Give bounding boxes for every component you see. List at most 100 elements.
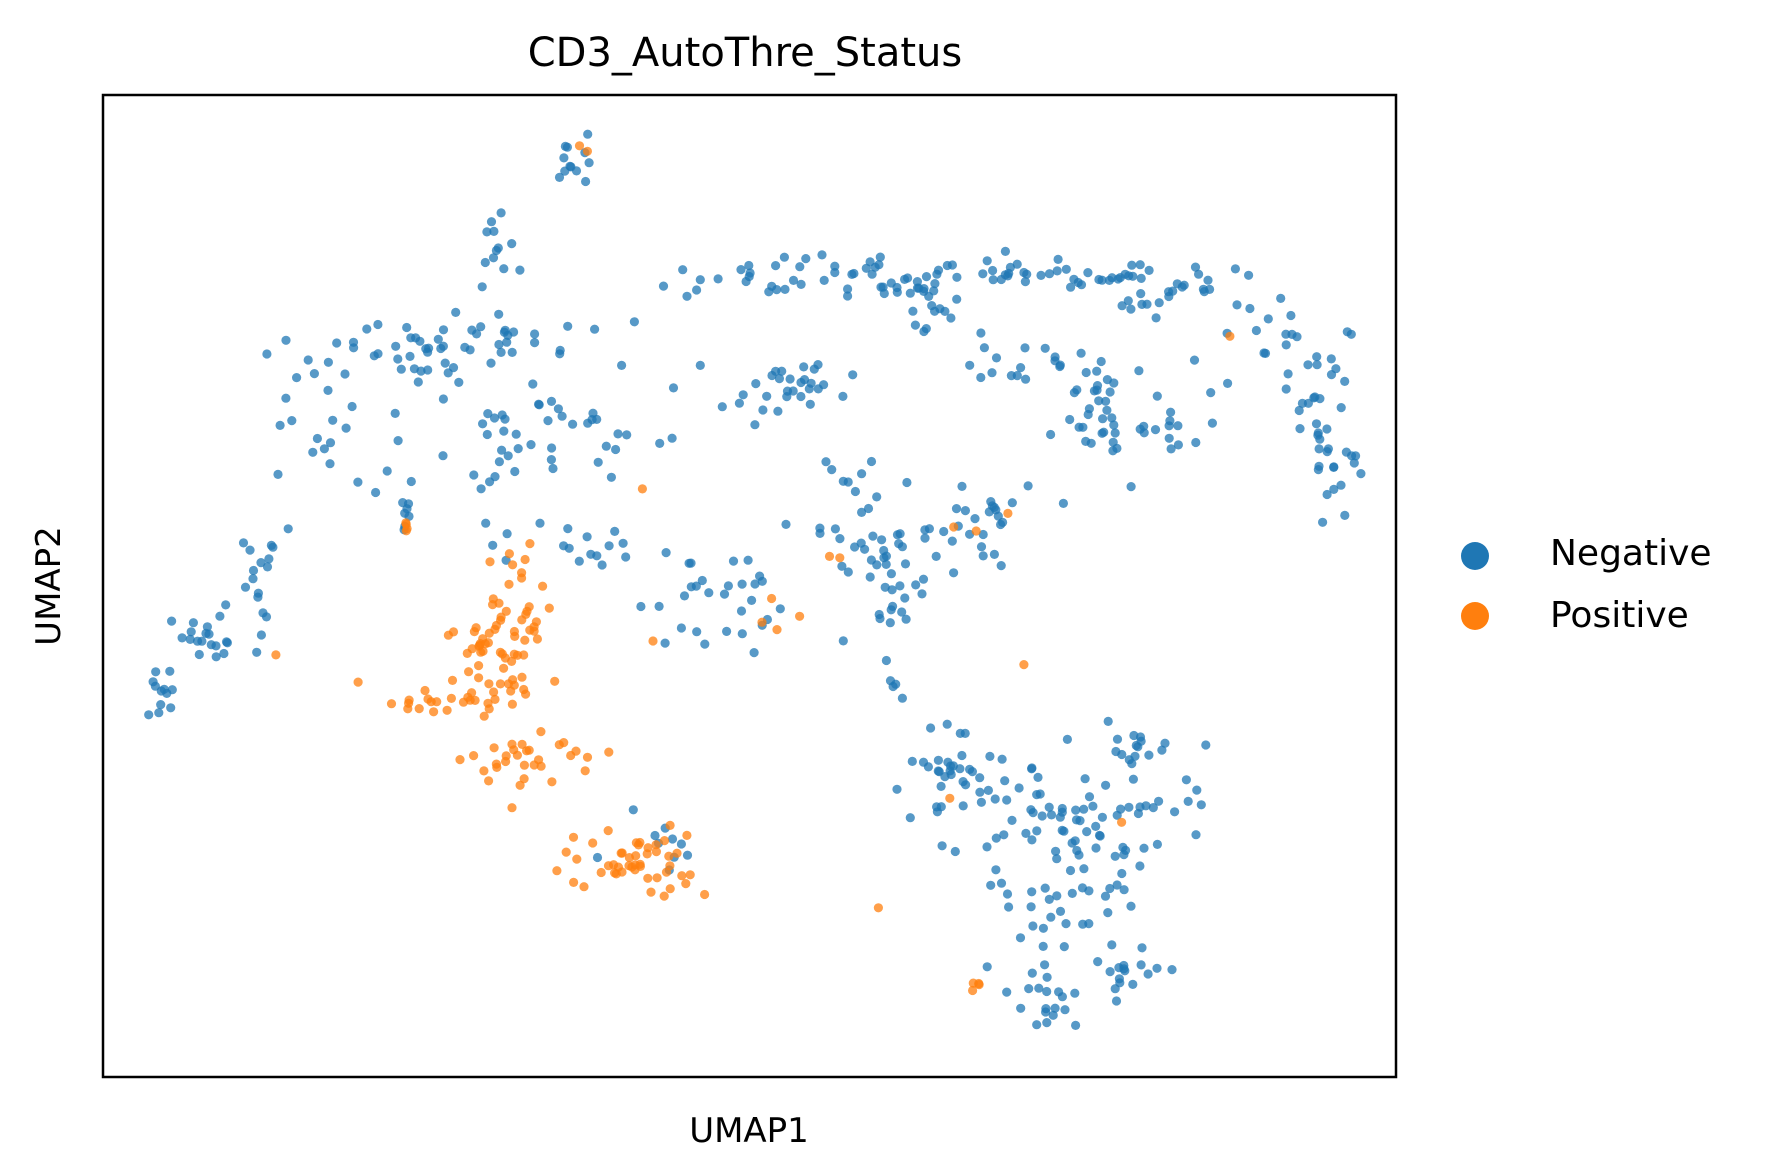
scatter-point-positive bbox=[520, 635, 530, 645]
scatter-point-positive bbox=[659, 891, 669, 901]
scatter-point-positive bbox=[509, 649, 519, 659]
scatter-point-negative bbox=[843, 284, 853, 294]
scatter-point-negative bbox=[952, 272, 962, 282]
legend-marker-positive bbox=[1461, 602, 1489, 630]
scatter-point-positive bbox=[685, 870, 695, 880]
scatter-point-negative bbox=[1131, 740, 1141, 751]
scatter-point-negative bbox=[750, 579, 760, 589]
scatter-point-negative bbox=[1082, 827, 1092, 837]
scatter-point-negative bbox=[960, 506, 971, 516]
scatter-point-negative bbox=[1314, 444, 1324, 454]
scatter-point-negative bbox=[165, 666, 175, 676]
scatter-point-negative bbox=[985, 751, 995, 762]
scatter-point-negative bbox=[1083, 409, 1093, 420]
scatter-point-negative bbox=[438, 394, 448, 404]
scatter-point-negative bbox=[268, 542, 278, 552]
scatter-point-negative bbox=[1135, 260, 1145, 270]
scatter-point-positive bbox=[633, 840, 644, 850]
scatter-point-negative bbox=[1144, 750, 1154, 760]
scatter-point-negative bbox=[747, 595, 757, 606]
scatter-point-negative bbox=[737, 579, 747, 589]
scatter-point-negative bbox=[838, 476, 848, 486]
scatter-point-negative bbox=[1105, 967, 1115, 977]
scatter-point-positive bbox=[664, 851, 674, 861]
scatter-point-negative bbox=[1048, 1010, 1058, 1020]
scatter-point-negative bbox=[737, 629, 747, 639]
scatter-point-negative bbox=[1055, 360, 1065, 370]
scatter-point-negative bbox=[496, 347, 506, 357]
scatter-point-negative bbox=[1072, 845, 1082, 856]
scatter-point-negative bbox=[877, 535, 887, 545]
scatter-point-negative bbox=[507, 239, 517, 249]
scatter-point-positive bbox=[490, 694, 500, 705]
scatter-point-negative bbox=[988, 275, 998, 285]
scatter-point-negative bbox=[988, 265, 998, 276]
scatter-point-positive bbox=[507, 803, 517, 813]
scatter-point-negative bbox=[1071, 1020, 1081, 1030]
scatter-point-negative bbox=[879, 545, 889, 556]
scatter-point-negative bbox=[965, 360, 975, 370]
scatter-point-negative bbox=[1119, 885, 1129, 895]
scatter-point-negative bbox=[1027, 887, 1037, 897]
scatter-point-negative bbox=[1130, 751, 1140, 761]
scatter-point-positive bbox=[507, 656, 517, 667]
scatter-point-negative bbox=[396, 364, 406, 374]
scatter-point-negative bbox=[936, 781, 946, 792]
scatter-point-negative bbox=[510, 466, 520, 477]
scatter-point-negative bbox=[593, 457, 603, 467]
scatter-point-negative bbox=[1190, 262, 1201, 272]
scatter-point-negative bbox=[1137, 943, 1147, 953]
scatter-point-negative bbox=[815, 528, 825, 539]
scatter-point-negative bbox=[1028, 921, 1038, 931]
scatter-point-negative bbox=[185, 634, 195, 645]
scatter-point-negative bbox=[905, 288, 915, 298]
scatter-point-negative bbox=[1023, 481, 1033, 491]
scatter-point-positive bbox=[569, 877, 579, 888]
scatter-point-negative bbox=[1040, 883, 1050, 893]
scatter-point-negative bbox=[817, 250, 827, 260]
scatter-point-negative bbox=[835, 534, 845, 544]
scatter-point-positive bbox=[596, 867, 606, 878]
scatter-point-negative bbox=[1081, 367, 1091, 378]
scatter-point-negative bbox=[805, 399, 815, 409]
scatter-point-negative bbox=[799, 362, 809, 372]
scatter-point-positive bbox=[432, 697, 442, 707]
scatter-point-negative bbox=[736, 265, 746, 275]
scatter-point-positive bbox=[603, 826, 613, 836]
scatter-point-negative bbox=[1007, 815, 1017, 826]
scatter-point-negative bbox=[1024, 984, 1034, 994]
scatter-point-negative bbox=[1034, 983, 1044, 993]
scatter-point-negative bbox=[622, 430, 632, 440]
scatter-point-negative bbox=[1167, 965, 1177, 975]
scatter-point-negative bbox=[821, 457, 831, 467]
scatter-point-negative bbox=[482, 227, 492, 237]
scatter-point-negative bbox=[507, 347, 517, 357]
scatter-point-positive bbox=[509, 680, 519, 690]
scatter-point-negative bbox=[1093, 957, 1103, 967]
scatter-point-negative bbox=[1112, 734, 1123, 744]
scatter-point-negative bbox=[1021, 828, 1031, 839]
scatter-point-positive bbox=[544, 603, 554, 613]
scatter-point-negative bbox=[1143, 969, 1153, 979]
scatter-point-negative bbox=[1135, 802, 1145, 812]
scatter-point-negative bbox=[1294, 405, 1304, 416]
scatter-point-positive bbox=[515, 780, 525, 790]
scatter-point-negative bbox=[564, 543, 574, 553]
scatter-point-positive bbox=[665, 861, 675, 871]
scatter-point-negative bbox=[238, 538, 249, 548]
scatter-point-negative bbox=[1105, 387, 1115, 397]
scatter-point-positive bbox=[643, 873, 653, 883]
scatter-point-negative bbox=[975, 787, 985, 797]
scatter-point-positive bbox=[517, 615, 527, 625]
scatter-point-negative bbox=[813, 360, 823, 370]
scatter-point-negative bbox=[1037, 811, 1047, 821]
scatter-point-negative bbox=[502, 529, 512, 539]
scatter-point-positive bbox=[501, 756, 511, 767]
scatter-point-positive bbox=[519, 774, 529, 784]
scatter-point-negative bbox=[897, 693, 908, 703]
scatter-point-negative bbox=[159, 684, 169, 694]
scatter-point-negative bbox=[1172, 279, 1182, 289]
scatter-point-negative bbox=[1036, 270, 1046, 280]
scatter-point-negative bbox=[996, 878, 1007, 888]
